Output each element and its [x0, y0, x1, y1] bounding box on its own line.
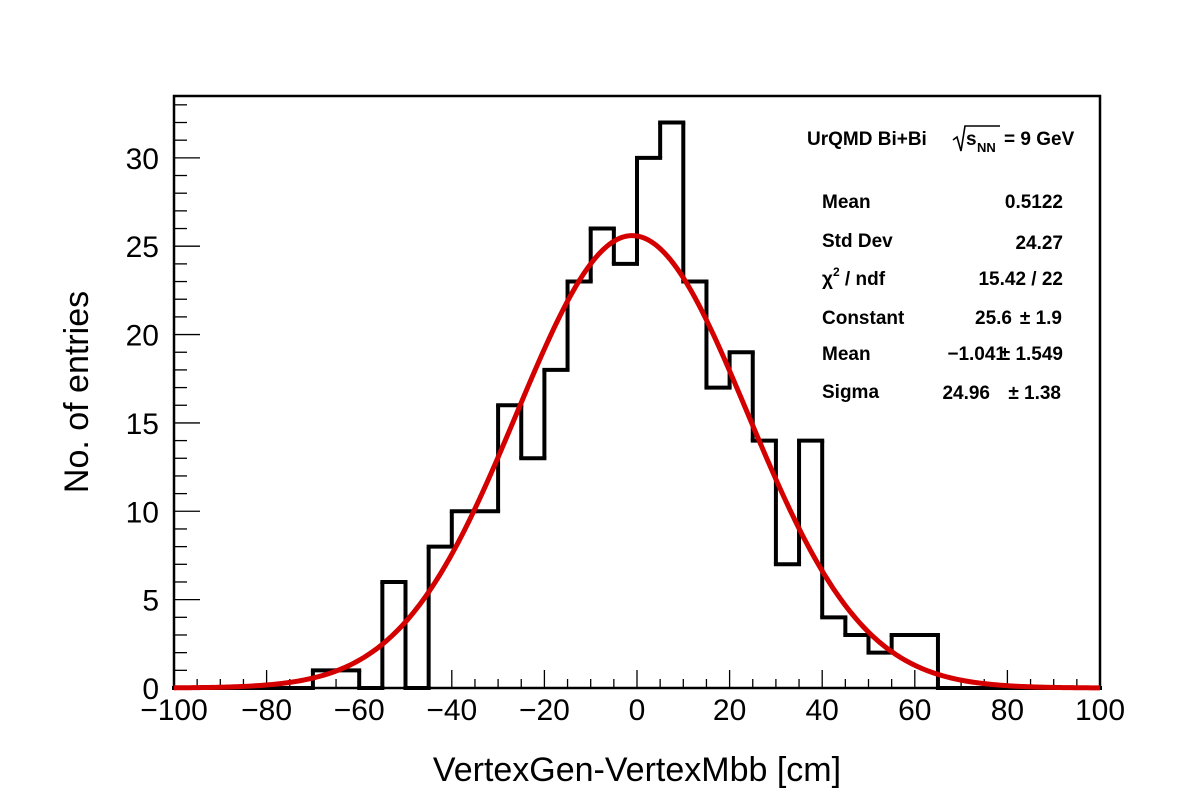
stat-error-fit-mean: ± 1.549: [1000, 344, 1063, 365]
x-tick-label: −60: [334, 694, 385, 727]
stat-value-sigma: 24.96: [942, 383, 990, 404]
x-tick-label: −100: [140, 694, 208, 727]
x-tick-label: 60: [898, 694, 931, 727]
tick-labels-group: −100 −80 −60 −40 −20 0 20 40 60 80 100 0 5 10 15 20 25 30: [126, 143, 1125, 727]
x-tick-label: 20: [713, 694, 746, 727]
collision-header: UrQMD Bi+Bi s NN = 9 GeV: [807, 125, 1075, 155]
stat-label-constant: Constant: [822, 308, 905, 329]
y-tick-label: 30: [126, 143, 159, 176]
y-tick-label: 5: [142, 585, 159, 618]
x-tick-label: 100: [1075, 694, 1125, 727]
histogram-group: [172, 120, 1102, 690]
x-tick-label: −20: [519, 694, 570, 727]
stat-value-stddev: 24.27: [1015, 233, 1063, 254]
stat-value-constant: 25.6: [975, 308, 1012, 329]
sqrt-symbol-icon: [952, 125, 1000, 152]
stat-error-constant: ± 1.9: [1020, 308, 1062, 329]
header-prefix: UrQMD Bi+Bi: [807, 129, 927, 150]
y-tick-label: 25: [126, 231, 159, 264]
stat-label-mean: Mean: [822, 192, 871, 213]
y-axis-title: No. of entries: [58, 291, 96, 493]
header-suffix: = 9 GeV: [1004, 129, 1075, 150]
stat-value-chi2: 15.42 / 22: [978, 269, 1063, 290]
x-tick-label: 40: [806, 694, 839, 727]
chi-symbol: χ: [822, 269, 833, 290]
y-tick-label: 10: [126, 496, 159, 529]
gaussian-fit-curve: [173, 233, 1101, 691]
stat-value-fit-mean: −1.041: [947, 344, 1006, 365]
stat-label-stddev: Std Dev: [822, 231, 893, 252]
chi-superscript: 2: [833, 265, 840, 279]
fit-curve-group: [173, 233, 1101, 691]
stat-label-fit-mean: Mean: [822, 344, 871, 365]
x-tick-label: −80: [241, 694, 292, 727]
y-tick-label: 0: [142, 673, 159, 706]
y-tick-label: 20: [126, 320, 159, 353]
stat-label-sigma: Sigma: [822, 382, 879, 403]
header-subscript: NN: [977, 140, 996, 155]
x-tick-label: −40: [426, 694, 477, 727]
y-tick-label: 15: [126, 408, 159, 441]
x-tick-label: 0: [629, 694, 646, 727]
stat-label-chi2: χ2 / ndf: [822, 265, 886, 290]
stats-box: Mean 0.5122 Std Dev 24.27 χ2 / ndf 15.42…: [822, 192, 1063, 404]
x-tick-label: 80: [991, 694, 1024, 727]
header-sqrt-s: s: [966, 129, 977, 150]
x-axis-title: VertexGen-VertexMbb [cm]: [433, 751, 841, 789]
stat-value-mean: 0.5122: [1005, 192, 1063, 213]
chi-ndf-label: / ndf: [840, 269, 886, 290]
stat-error-sigma: ± 1.38: [1008, 383, 1061, 404]
